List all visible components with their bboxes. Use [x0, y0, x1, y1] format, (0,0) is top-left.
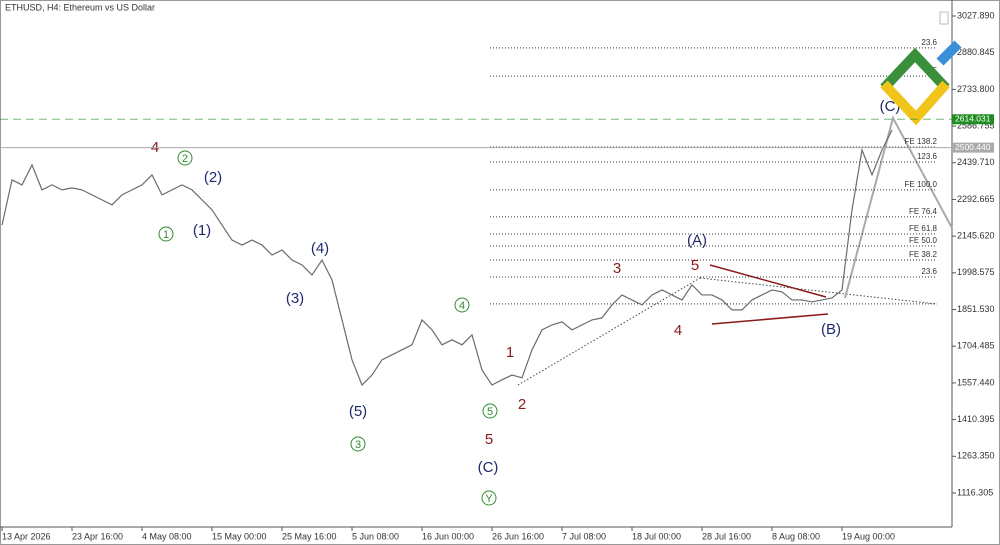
- x-tick-label: 13 Apr 2026: [2, 531, 51, 541]
- wave-circle: [454, 297, 470, 313]
- wave-label: 5: [691, 257, 699, 274]
- wave-label: 3: [613, 260, 621, 277]
- logo-blue: [936, 40, 962, 66]
- x-tick-label: 5 Jun 08:00: [352, 531, 399, 541]
- wave-label: 4: [459, 300, 465, 312]
- fib-label: 123.6: [917, 152, 938, 161]
- y-tick-label: 2439.710: [957, 157, 995, 167]
- price-tag: [952, 142, 994, 153]
- y-tick-label: 1410.395: [957, 414, 995, 424]
- x-tick-label: 8 Aug 08:00: [772, 531, 820, 541]
- x-tick-label: 16 Jun 00:00: [422, 531, 474, 541]
- y-tick-label: 1557.440: [957, 377, 995, 387]
- x-tick-label: 18 Jul 00:00: [632, 531, 681, 541]
- triangle-line: [709, 264, 827, 298]
- wave-label: (5): [349, 403, 367, 420]
- x-tick-label: 23 Apr 16:00: [72, 531, 123, 541]
- wave-label: 4: [674, 322, 682, 339]
- y-tick-label: 1851.530: [957, 304, 995, 314]
- projection: [844, 115, 953, 299]
- wave-circle: [158, 226, 174, 242]
- wave-label: (C): [478, 459, 499, 476]
- y-tick-label: 2880.845: [957, 47, 995, 57]
- wave-label: 2: [182, 153, 188, 165]
- wave-label: 5: [487, 406, 493, 418]
- y-tick-label: 2733.800: [957, 84, 995, 94]
- triangle-line: [711, 313, 829, 325]
- fib-label: FE 61.8: [909, 224, 938, 233]
- wave-circle: [482, 403, 498, 419]
- y-tick-label: 2145.620: [957, 231, 995, 241]
- fib-label: FE 50.0: [909, 236, 938, 245]
- x-tick-label: 28 Jul 16:00: [702, 531, 751, 541]
- wave-circle: [481, 490, 497, 506]
- wave-label: (A): [687, 232, 707, 249]
- wave-label: (3): [286, 290, 304, 307]
- price-line-series: [1, 129, 893, 387]
- wave-circle: [350, 436, 366, 452]
- y-tick-label: 1116.305: [957, 487, 993, 497]
- y-tick-label: 1263.350: [957, 451, 995, 461]
- y-tick-label: 2586.755: [957, 120, 995, 130]
- price-tag-label: 2614.031: [955, 114, 991, 124]
- logo: [880, 40, 962, 126]
- x-tick-label: 4 May 08:00: [142, 531, 192, 541]
- y-tick-label: 3027.890: [957, 10, 995, 20]
- y-tick-label: 2292.665: [957, 194, 995, 204]
- x-tick-label: 15 May 00:00: [212, 531, 267, 541]
- wave-label: (2): [204, 169, 222, 186]
- x-tick-label: 7 Jul 08:00: [562, 531, 606, 541]
- x-tick-label: 19 Aug 00:00: [842, 531, 895, 541]
- trend-line: [517, 277, 701, 386]
- trend-line: [699, 277, 938, 305]
- logo-green: [880, 47, 950, 92]
- wave-label: (4): [311, 240, 329, 257]
- y-tick-label: 1998.575: [957, 267, 995, 277]
- scroll-icon[interactable]: [939, 11, 949, 25]
- fib-label: FE 100.0: [905, 180, 938, 189]
- fib-label: FE 76.4: [909, 207, 938, 216]
- wave-label: 2: [518, 396, 526, 413]
- fib-label: FE 138.2: [905, 137, 938, 146]
- price-tag-label: 2500.440: [955, 142, 991, 152]
- price-tag: [952, 114, 994, 125]
- fib-label: 23.6: [921, 267, 937, 276]
- logo-yellow: [880, 80, 950, 126]
- wave-label: 1: [506, 344, 514, 361]
- fib-label: FE 38.2: [909, 250, 938, 259]
- wave-label: 3: [355, 439, 361, 451]
- chart-title: ETHUSD, H4: Ethereum vs US Dollar: [5, 2, 155, 12]
- x-tick-label: 25 May 16:00: [282, 531, 337, 541]
- wave-label: 1: [163, 229, 169, 241]
- fib-label: 23.6: [921, 38, 937, 47]
- wave-label: 5: [485, 431, 493, 448]
- y-tick-label: 1704.485: [957, 341, 995, 351]
- wave-label: Y: [485, 493, 493, 505]
- x-tick-label: 26 Jun 16:00: [492, 531, 544, 541]
- wave-circle: [177, 150, 193, 166]
- wave-label: (1): [193, 222, 211, 239]
- wave-label: (B): [821, 321, 841, 338]
